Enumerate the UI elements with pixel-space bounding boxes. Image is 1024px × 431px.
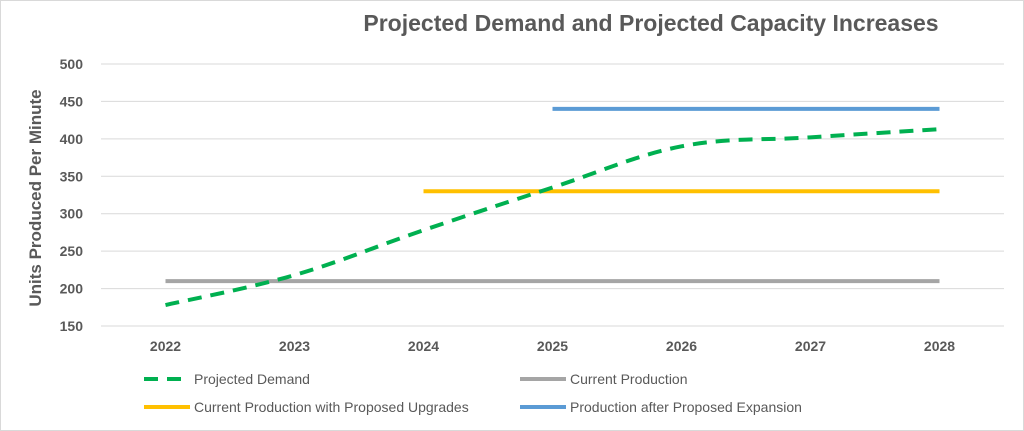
chart-title: Projected Demand and Projected Capacity … [363,10,938,36]
y-axis-label: Units Produced Per Minute [26,89,45,306]
y-tick-label: 250 [60,243,84,259]
x-tick-label: 2025 [537,338,568,354]
x-tick-label: 2028 [924,338,955,354]
legend-label: Current Production [570,371,688,387]
x-tick-label: 2024 [408,338,439,354]
legend-label: Projected Demand [194,371,310,387]
series-line [165,127,940,307]
x-tick-label: 2027 [795,338,826,354]
y-tick-label: 300 [60,206,84,222]
x-axis-ticks: 2022 2023 2024 2025 2026 2027 2028 [150,338,955,354]
y-axis-ticks: 150 200 250 300 350 400 450 500 [60,56,84,334]
y-tick-label: 450 [60,93,84,109]
y-tick-label: 400 [60,131,84,147]
legend: Projected Demand Current Production Curren… [144,371,802,415]
y-tick-label: 500 [60,56,84,72]
y-tick-label: 350 [60,168,84,184]
y-tick-label: 150 [60,318,84,334]
legend-label: Production after Proposed Expansion [570,399,802,415]
legend-label: Current Production with Proposed Upgrade… [194,399,469,415]
y-tick-label: 200 [60,281,84,297]
x-tick-label: 2022 [150,338,181,354]
gridlines [101,63,1004,327]
x-tick-label: 2026 [666,338,697,354]
x-tick-label: 2023 [279,338,310,354]
series-lines [165,106,940,307]
